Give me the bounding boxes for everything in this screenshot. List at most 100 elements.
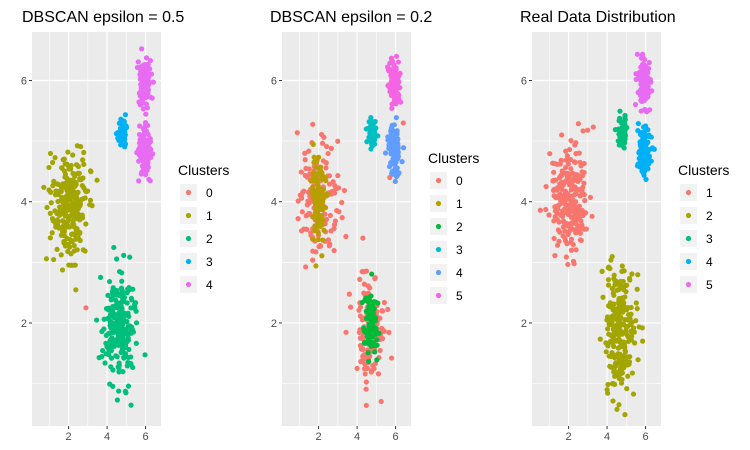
data-point-cluster-2 (612, 278, 618, 284)
data-point-cluster-0 (295, 198, 301, 204)
data-point-cluster-2 (366, 294, 372, 300)
data-point-cluster-2 (607, 265, 613, 272)
data-point-cluster-2 (629, 370, 636, 376)
data-point-cluster-1 (568, 220, 574, 226)
data-point-cluster-2 (128, 305, 134, 311)
legend-label: 3 (456, 243, 463, 257)
data-point-cluster-1 (48, 189, 54, 195)
data-point-cluster-0 (367, 285, 373, 291)
data-point-cluster-2 (606, 318, 612, 324)
data-point-cluster-0 (381, 299, 387, 306)
data-point-cluster-4 (643, 176, 649, 182)
data-point-cluster-1 (314, 157, 320, 164)
data-point-cluster-4 (134, 64, 140, 71)
data-point-cluster-1 (73, 229, 80, 235)
data-point-cluster-1 (73, 200, 79, 206)
data-point-cluster-5 (633, 71, 639, 77)
data-point-cluster-5 (641, 66, 647, 72)
y-tick-label: 4 (521, 197, 527, 209)
data-point-cluster-4 (139, 100, 145, 106)
data-point-cluster-2 (605, 277, 612, 283)
data-point-cluster-5 (638, 81, 644, 87)
data-point-cluster-1 (51, 178, 57, 184)
data-point-cluster-2 (621, 303, 628, 310)
data-point-cluster-0 (357, 304, 364, 310)
data-point-cluster-1 (46, 164, 52, 171)
data-point-cluster-1 (570, 197, 576, 204)
data-point-cluster-1 (563, 254, 569, 260)
data-point-cluster-2 (370, 310, 377, 316)
data-point-cluster-1 (62, 174, 68, 180)
data-point-cluster-3 (363, 126, 369, 132)
data-point-cluster-4 (139, 169, 145, 175)
data-point-cluster-3 (121, 139, 128, 146)
data-point-cluster-1 (54, 210, 60, 217)
data-point-cluster-1 (47, 235, 53, 241)
data-point-cluster-4 (146, 176, 152, 182)
data-point-cluster-5 (389, 101, 395, 107)
data-point-cluster-2 (635, 272, 641, 278)
data-point-cluster-1 (321, 227, 327, 233)
data-point-cluster-2 (369, 271, 375, 277)
data-point-cluster-2 (114, 397, 120, 403)
data-point-cluster-2 (104, 344, 110, 350)
data-point-cluster-1 (94, 177, 100, 183)
data-point-cluster-4 (392, 170, 398, 176)
data-point-cluster-1 (61, 156, 67, 162)
data-point-cluster-2 (127, 254, 133, 260)
data-point-cluster-1 (82, 195, 88, 201)
data-point-cluster-2 (604, 314, 611, 320)
data-point-cluster-4 (642, 166, 648, 172)
data-point-cluster-3 (364, 139, 370, 145)
data-point-cluster-1 (554, 242, 561, 248)
data-point-cluster-1 (49, 230, 55, 236)
x-tick-label: 2 (316, 431, 322, 443)
data-point-cluster-5 (646, 65, 652, 72)
data-point-cluster-0 (348, 304, 354, 310)
data-point-cluster-1 (83, 189, 89, 195)
legend-title: Clusters (428, 150, 479, 166)
data-point-cluster-1 (66, 224, 72, 230)
data-point-cluster-1 (83, 221, 89, 227)
data-point-cluster-1 (68, 213, 74, 219)
data-point-cluster-2 (114, 256, 120, 262)
data-point-cluster-1 (80, 157, 86, 163)
data-point-cluster-2 (616, 402, 622, 408)
data-point-cluster-1 (564, 174, 570, 180)
data-point-cluster-5 (642, 70, 648, 76)
data-point-cluster-0 (360, 235, 366, 241)
data-point-cluster-0 (381, 328, 387, 334)
data-point-cluster-4 (139, 46, 145, 52)
data-point-cluster-1 (562, 235, 568, 241)
data-point-cluster-2 (365, 350, 371, 356)
data-point-cluster-1 (81, 161, 87, 167)
data-point-cluster-1 (559, 172, 565, 179)
legend-title: Clusters (678, 162, 729, 178)
data-point-cluster-4 (635, 128, 641, 134)
x-tick-label: 6 (143, 431, 149, 443)
data-point-cluster-2 (634, 306, 640, 312)
data-point-cluster-1 (60, 229, 66, 235)
data-point-cluster-1 (551, 235, 557, 242)
data-point-cluster-4 (393, 138, 399, 144)
data-point-cluster-0 (387, 174, 393, 181)
data-point-cluster-2 (634, 286, 640, 292)
data-point-cluster-5 (393, 53, 400, 59)
data-point-cluster-2 (116, 342, 122, 348)
data-point-cluster-4 (143, 74, 149, 80)
data-point-cluster-1 (579, 207, 585, 214)
data-point-cluster-1 (66, 262, 72, 268)
data-point-cluster-1 (552, 253, 558, 259)
data-point-cluster-0 (328, 145, 334, 151)
data-point-cluster-1 (568, 236, 575, 242)
data-point-cluster-0 (356, 329, 362, 336)
data-point-cluster-1 (546, 212, 552, 218)
chart-title: DBSCAN epsilon = 0.5 (22, 9, 184, 26)
data-point-cluster-1 (314, 188, 320, 194)
data-point-cluster-1 (318, 213, 325, 219)
data-point-cluster-2 (640, 338, 646, 344)
data-point-cluster-1 (583, 226, 589, 232)
data-point-cluster-2 (124, 339, 130, 345)
data-point-cluster-2 (612, 327, 618, 334)
data-point-cluster-0 (331, 247, 337, 254)
